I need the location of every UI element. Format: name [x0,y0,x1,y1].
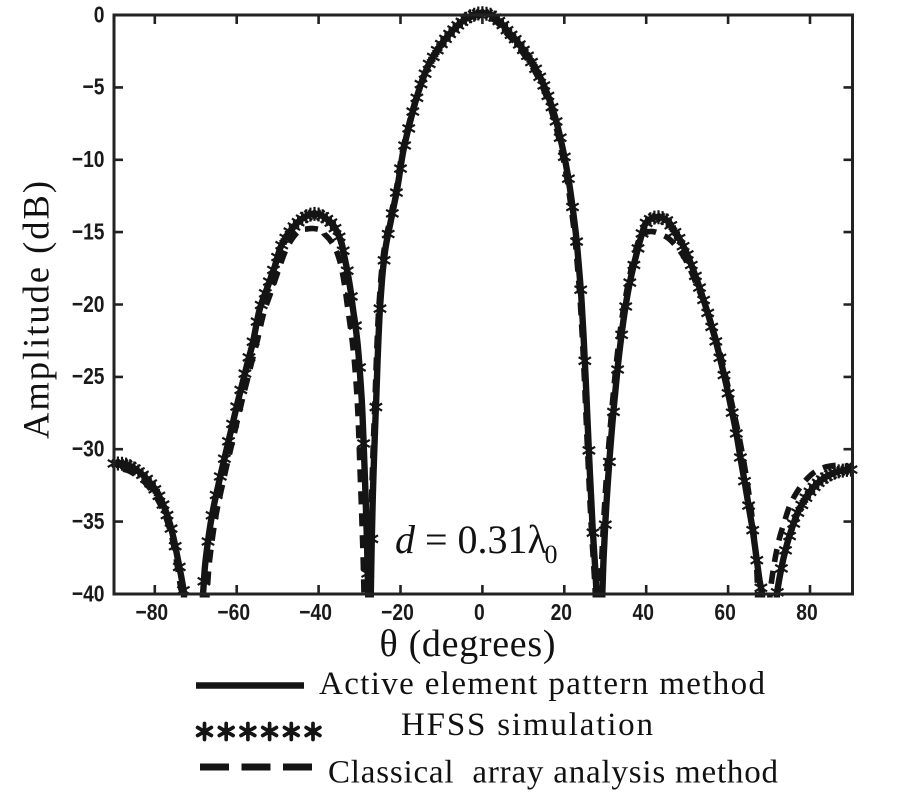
svg-text:0: 0 [474,599,485,625]
svg-text:Active element pattern method: Active element pattern method [319,666,766,702]
svg-text:0: 0 [94,2,105,28]
svg-text:−60: −60 [217,599,250,625]
svg-text:−40: −40 [72,581,105,607]
svg-text:−30: −30 [72,436,105,462]
svg-text:60: 60 [714,599,735,625]
svg-text:80: 80 [796,599,817,625]
svg-text:d = 0.31λ0: d = 0.31λ0 [395,517,557,569]
svg-text:40: 40 [632,599,653,625]
svg-text:20: 20 [551,599,572,625]
svg-text:−10: −10 [72,146,105,172]
svg-text:−15: −15 [72,219,105,245]
svg-text:−80: −80 [135,599,168,625]
svg-text:HFSS simulation: HFSS simulation [401,707,653,743]
svg-text:θ (degrees): θ (degrees) [380,623,556,665]
svg-text:−5: −5 [83,74,105,100]
svg-text:−20: −20 [381,599,414,625]
svg-text:Classical array analysis meth: Classical array analysis method [328,755,779,791]
svg-text:−40: −40 [299,599,332,625]
svg-text:−25: −25 [72,363,105,389]
svg-text:−20: −20 [72,291,105,317]
svg-text:−35: −35 [72,508,105,534]
svg-text:Amplitude (dB): Amplitude (dB) [16,181,57,439]
